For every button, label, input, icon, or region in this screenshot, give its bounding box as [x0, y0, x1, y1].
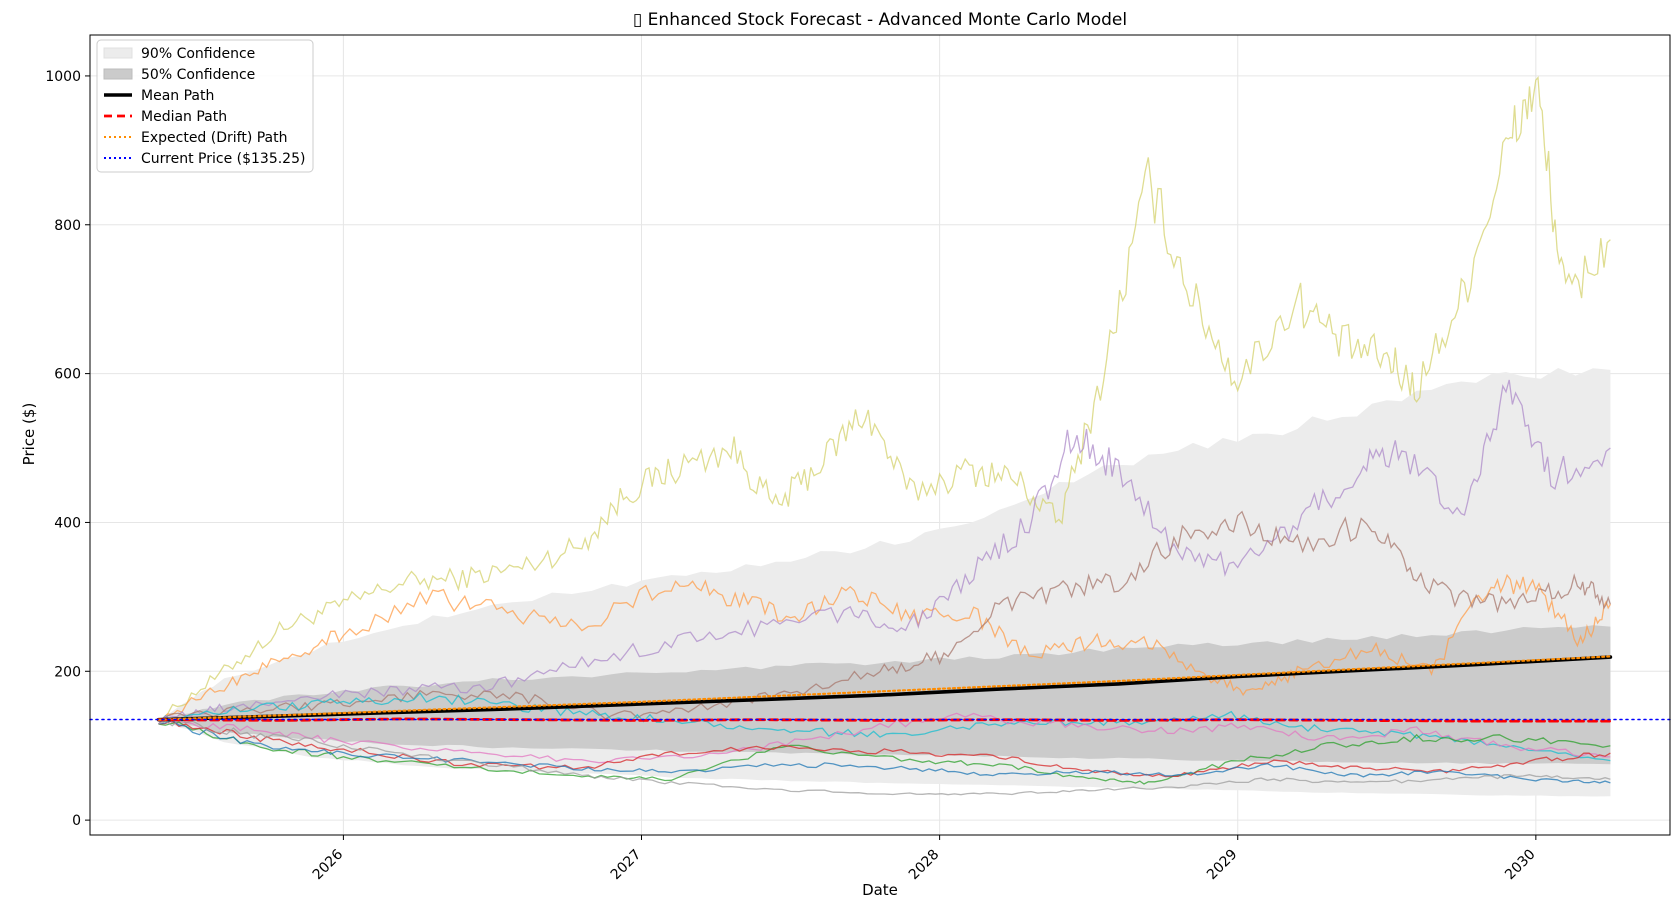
y-tick-label-800: 800	[54, 218, 81, 234]
mean-path-line	[156, 655, 1613, 722]
legend-label-median-path: Median Path	[141, 109, 227, 125]
legend-swatch-90-confidence	[103, 47, 133, 59]
y-tick-label-0: 0	[72, 813, 81, 829]
chart-title: ▯ Enhanced Stock Forecast - Advanced Mon…	[633, 10, 1127, 30]
title-icon: ▯	[633, 10, 642, 30]
legend-label-expected-drift-path: Expected (Drift) Path	[141, 130, 288, 146]
x-axis-title: Date	[862, 881, 898, 899]
title-text: Enhanced Stock Forecast - Advanced Monte…	[648, 10, 1127, 30]
sample-path-1	[158, 76, 1611, 725]
sample-path-7	[158, 721, 1611, 785]
legend: 90% Confidence 50% Confidence Mean Path Med…	[96, 39, 314, 173]
plot-frame	[89, 34, 1671, 836]
legend-label-mean-path: Mean Path	[141, 88, 214, 104]
expected-drift-path-line	[157, 655, 1612, 721]
sample-path-9	[158, 719, 1611, 784]
y-tick-label-600: 600	[54, 367, 81, 383]
y-tick-label-1000: 1000	[45, 69, 81, 85]
legend-box	[96, 39, 314, 173]
y-tick-label-400: 400	[54, 515, 81, 531]
legend-label-50-confidence: 50% Confidence	[141, 67, 255, 83]
legend-swatch-50-confidence	[103, 68, 133, 80]
sample-path-10	[158, 719, 1611, 796]
median-path-line	[157, 717, 1612, 723]
sample-path-5	[158, 692, 1611, 762]
legend-label-current-price-135-25: Current Price ($135.25)	[141, 151, 305, 167]
sample-path-8	[158, 719, 1611, 778]
y-axis-title: Price ($)	[20, 403, 38, 466]
sample-path-2	[158, 573, 1611, 725]
sample-path-4	[158, 510, 1612, 725]
sample-path-3	[158, 379, 1611, 725]
plot-area: 2026 2027 2028 2029 20300200400600800100090%…	[45, 34, 1671, 883]
y-tick-label-200: 200	[54, 664, 81, 680]
legend-label-90-confidence: 90% Confidence	[141, 46, 255, 62]
